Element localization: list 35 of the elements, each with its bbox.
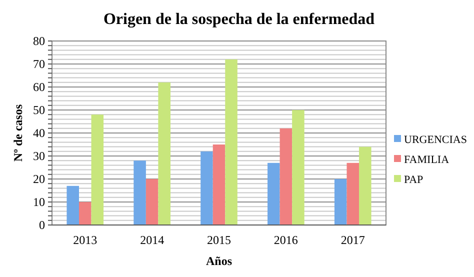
bar bbox=[212, 144, 226, 225]
bar bbox=[146, 179, 158, 225]
bar bbox=[200, 151, 213, 225]
bar bbox=[359, 146, 372, 225]
x-tick-label: 2017 bbox=[340, 233, 365, 247]
bar bbox=[346, 162, 360, 225]
x-axis-title: Años bbox=[206, 254, 232, 268]
y-tick-label: 10 bbox=[33, 195, 45, 210]
bar bbox=[292, 110, 304, 225]
y-tick-label: 70 bbox=[33, 57, 45, 72]
x-tick-label: 2015 bbox=[207, 233, 231, 247]
bar bbox=[66, 186, 79, 225]
x-tick-label: 2016 bbox=[274, 233, 298, 247]
bar bbox=[91, 114, 104, 225]
y-axis-title: Nº de casos bbox=[11, 104, 25, 162]
legend-label: PAP bbox=[404, 174, 424, 186]
bar bbox=[225, 59, 238, 225]
y-tick-label: 40 bbox=[33, 126, 45, 140]
chart-title: Origen de la sospecha de la enfermedad bbox=[103, 11, 375, 28]
legend-label: FAMILIA bbox=[404, 154, 450, 166]
bar bbox=[280, 128, 292, 225]
y-tick-label: 0 bbox=[39, 218, 45, 232]
bar bbox=[134, 160, 146, 225]
y-tick-label: 20 bbox=[33, 172, 45, 186]
y-tick-label: 30 bbox=[33, 149, 45, 164]
bar bbox=[334, 179, 347, 225]
y-tick-label: 80 bbox=[33, 34, 45, 48]
y-tick-label: 60 bbox=[33, 80, 45, 94]
x-tick-label: 2014 bbox=[140, 233, 164, 247]
legend-label: URGENCIAS bbox=[404, 134, 467, 146]
x-tick-label: 2013 bbox=[73, 233, 98, 247]
bar bbox=[158, 82, 170, 225]
y-tick-label: 50 bbox=[33, 103, 45, 118]
bar bbox=[268, 162, 280, 225]
bar bbox=[78, 202, 92, 225]
